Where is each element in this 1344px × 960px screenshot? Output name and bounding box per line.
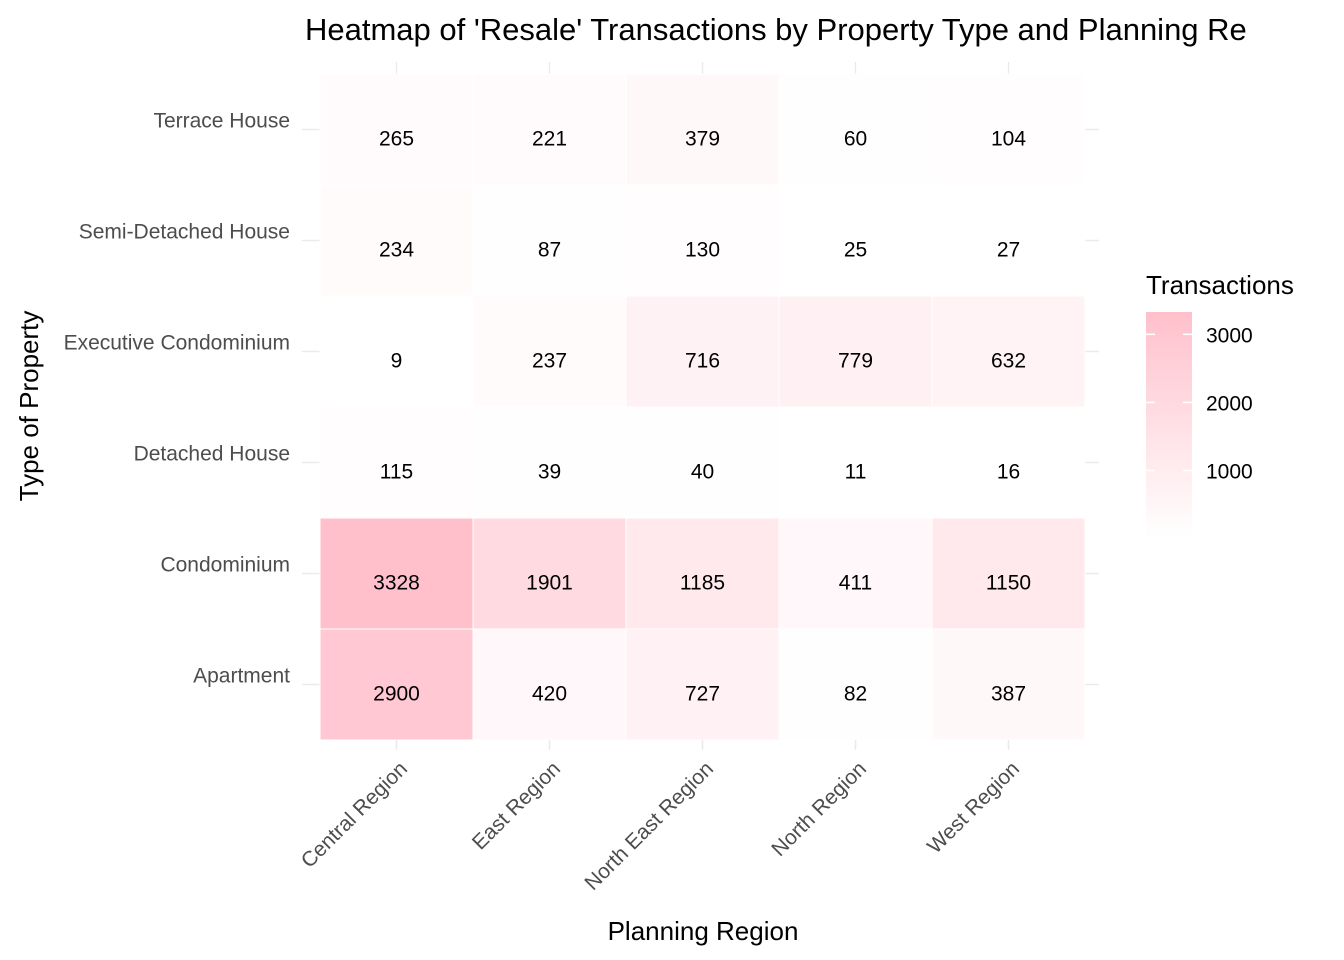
heatmap-cell (472, 628, 627, 741)
heatmap-cell (778, 517, 933, 630)
heatmap-cell (931, 73, 1086, 186)
cell-value-label: 60 (844, 128, 867, 151)
heatmap-cell (472, 517, 627, 630)
cell-value-label: 82 (844, 683, 867, 706)
y-axis-ticks: Terrace House Semi-Detached House Executiv… (64, 110, 291, 688)
x-axis-title: Planning Region (608, 916, 799, 946)
heatmap-cell (319, 184, 474, 297)
cell-value-label: 16 (997, 461, 1020, 484)
heatmap-cell (319, 73, 474, 186)
cell-value-label: 411 (839, 572, 872, 595)
cell-value-label: 25 (844, 239, 867, 262)
legend-tick-label: 3000 (1206, 324, 1253, 347)
legend-tick-label: 2000 (1206, 392, 1253, 415)
heatmap-cell (472, 295, 627, 408)
heatmap-cell (472, 184, 627, 297)
cell-value-label: 387 (991, 683, 1026, 706)
cell-value-label: 234 (379, 239, 414, 262)
heatmap-cell (778, 628, 933, 741)
heatmap-cell (625, 406, 780, 519)
heatmap-cell (472, 73, 627, 186)
cell-value-label: 1901 (526, 572, 573, 595)
legend-title: Transactions (1146, 270, 1294, 300)
x-tick-label: North Region (767, 757, 871, 861)
cell-value-label: 2900 (373, 683, 420, 706)
cell-value-label: 87 (538, 239, 561, 262)
heatmap-cell (319, 406, 474, 519)
cell-value-label: 1150 (986, 572, 1031, 595)
cell-value-label: 632 (991, 350, 1026, 373)
cell-value-label: 379 (685, 128, 720, 151)
x-tick-label: Central Region (297, 757, 412, 872)
x-tick-label: West Region (923, 757, 1024, 858)
heatmap-cell (931, 184, 1086, 297)
cell-value-label: 420 (532, 683, 567, 706)
heatmap-cell (472, 406, 627, 519)
cell-value-label: 104 (991, 128, 1026, 151)
y-tick-label: Condominium (160, 554, 290, 577)
y-axis-title: Type of Property (14, 311, 44, 502)
cell-value-label: 727 (685, 683, 720, 706)
cell-value-labels: 265 221 379 60 104 234 87 130 25 27 9 237 716 779 632 1… (373, 128, 1031, 706)
y-tick-label: Detached House (134, 443, 290, 466)
legend-ticks: 3000 2000 1000 (1146, 324, 1253, 484)
x-tick-label: East Region (468, 757, 565, 854)
cell-value-label: 9 (391, 350, 403, 373)
heatmap-cell (319, 295, 474, 408)
cell-value-label: 779 (838, 350, 873, 373)
cell-value-label: 11 (845, 461, 867, 484)
cell-value-label: 237 (532, 350, 567, 373)
y-tick-label: Apartment (193, 665, 290, 688)
legend: Transactions 3000 2000 1000 (1146, 270, 1294, 538)
heatmap-cell (931, 406, 1086, 519)
heatmap-cell (625, 73, 780, 186)
heatmap-cell (778, 295, 933, 408)
y-tick-label: Semi-Detached House (79, 221, 290, 244)
cell-value-label: 40 (691, 461, 714, 484)
heatmap-cell (778, 406, 933, 519)
heatmap-cells (319, 73, 1086, 741)
x-axis-ticks: Central Region East Region North East Regi… (297, 740, 1024, 895)
x-tick-label: North East Region (580, 757, 718, 895)
y-tick-label: Terrace House (153, 110, 290, 133)
legend-colorbar (1146, 312, 1192, 538)
legend-tick-label: 1000 (1206, 461, 1253, 484)
cell-value-label: 716 (685, 350, 720, 373)
heatmap-cell (625, 517, 780, 630)
cell-value-label: 1185 (680, 572, 725, 595)
cell-value-label: 115 (380, 461, 413, 484)
cell-value-label: 265 (379, 128, 414, 151)
cell-value-label: 3328 (373, 572, 420, 595)
heatmap-cell (778, 73, 933, 186)
heatmap-cell (931, 295, 1086, 408)
chart-title: Heatmap of 'Resale' Transactions by Prop… (305, 12, 1247, 47)
heatmap-cell (319, 517, 474, 630)
heatmap-cell (625, 295, 780, 408)
cell-value-label: 27 (997, 239, 1020, 262)
cell-value-label: 39 (538, 461, 561, 484)
cell-value-label: 221 (532, 128, 567, 151)
cell-value-label: 130 (685, 239, 720, 262)
heatmap-cell (778, 184, 933, 297)
y-tick-label: Executive Condominium (64, 332, 290, 355)
